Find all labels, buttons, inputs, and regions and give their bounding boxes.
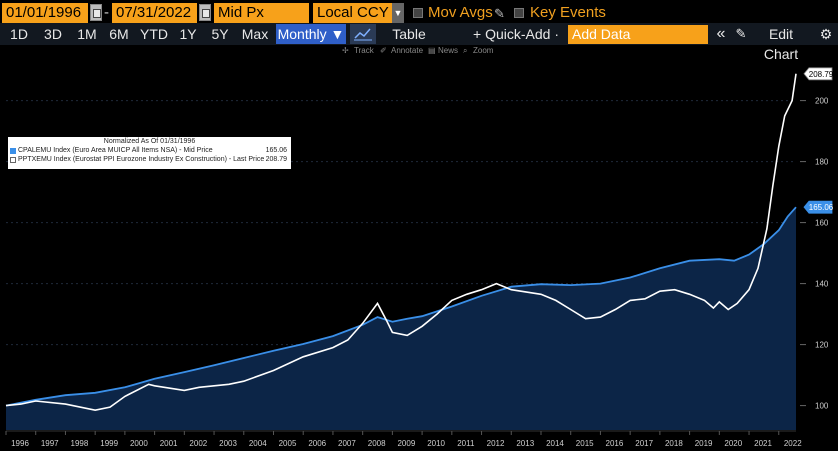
price-chart[interactable]: 100 120 140 160 180 200 1996 1997 1998 1999 2000 2… bbox=[0, 58, 838, 451]
x-tick-label: 2004 bbox=[249, 439, 267, 448]
x-tick-label: 2019 bbox=[695, 439, 713, 448]
settings-gear-icon[interactable]: ⚙ bbox=[819, 26, 833, 42]
legend-item-pptxemu[interactable]: PPTXEMU Index (Eurostat PPI Eurozone Ind… bbox=[8, 156, 291, 165]
x-tick-label: 2003 bbox=[219, 439, 237, 448]
start-date-field[interactable]: 01/01/1996 bbox=[2, 3, 88, 23]
legend-title: Normalized As Of 01/31/1996 bbox=[103, 138, 196, 145]
x-tick-label: 2007 bbox=[338, 439, 356, 448]
last-value-tag bbox=[803, 200, 833, 214]
x-tick-label: 2013 bbox=[516, 439, 534, 448]
news-tool[interactable]: News bbox=[438, 46, 459, 55]
zoom-icon[interactable]: ⌕ bbox=[463, 46, 468, 55]
pptxemu-series-line bbox=[5, 73, 797, 412]
x-tick-label: 2014 bbox=[546, 439, 564, 448]
x-tick-label: 1996 bbox=[11, 439, 29, 448]
period-1m-button[interactable]: 1M bbox=[77, 26, 97, 42]
x-tick-label: 1997 bbox=[41, 439, 59, 448]
last-value-label: 165.06 bbox=[809, 203, 834, 212]
currency-dropdown-icon[interactable]: ▼ bbox=[392, 3, 404, 23]
last-value-tags: 208.79 165.06 bbox=[803, 67, 834, 214]
line-chart-icon bbox=[354, 28, 372, 41]
price-field-select[interactable]: Mid Px bbox=[214, 3, 309, 23]
period-5y-button[interactable]: 5Y bbox=[211, 26, 229, 42]
x-tick-label: 1999 bbox=[100, 439, 118, 448]
legend-item-cpalemu[interactable]: CPALEMU Index (Euro Area MUICP All Items… bbox=[8, 147, 291, 156]
x-tick-label: 2002 bbox=[189, 439, 207, 448]
legend-label: PPTXEMU Index (Eurostat PPI Eurozone Ind… bbox=[18, 156, 265, 163]
line-chart-button[interactable] bbox=[350, 24, 376, 44]
track-tool[interactable]: Track bbox=[354, 46, 374, 55]
date-separator: - bbox=[104, 4, 109, 21]
y-tick-label: 140 bbox=[815, 280, 829, 289]
period-6m-button[interactable]: 6M bbox=[109, 26, 129, 42]
x-tick-label: 2008 bbox=[368, 439, 386, 448]
period-1d-button[interactable]: 1D bbox=[10, 26, 28, 42]
track-icon[interactable]: ✢ bbox=[342, 46, 349, 55]
y-tick-label: 160 bbox=[815, 219, 829, 228]
y-tick-label: 180 bbox=[815, 158, 829, 167]
x-axis: 1996 1997 1998 1999 2000 2001 2002 2003 2004 2005… bbox=[5, 430, 802, 448]
period-3d-button[interactable]: 3D bbox=[44, 26, 62, 42]
top-toolbar: 01/01/1996 - 07/31/2022 Mid Px Local CCY… bbox=[0, 0, 838, 25]
legend-label: CPALEMU Index (Euro Area MUICP All Items… bbox=[18, 147, 213, 154]
collapse-icon[interactable]: « bbox=[716, 25, 726, 42]
y-tick-label: 100 bbox=[815, 402, 829, 411]
mov-avgs-checkbox[interactable] bbox=[413, 8, 423, 18]
start-calendar-icon[interactable] bbox=[90, 4, 102, 21]
legend-value: 165.06 bbox=[265, 147, 287, 154]
frequency-select[interactable]: Monthly ▼ bbox=[276, 24, 346, 44]
x-tick-label: 1998 bbox=[71, 439, 89, 448]
chart-mini-toolbar: ✢ Track ✐ Annotate ▤ News ⌕ Zoom bbox=[0, 45, 838, 57]
chart-legend[interactable]: Normalized As Of 01/31/1996 CPALEMU Inde… bbox=[8, 137, 291, 169]
annotate-tool[interactable]: Annotate bbox=[391, 46, 424, 55]
last-value-label: 208.79 bbox=[809, 70, 834, 79]
x-tick-label: 2011 bbox=[457, 439, 475, 448]
x-tick-label: 2012 bbox=[487, 439, 505, 448]
end-calendar-icon[interactable] bbox=[199, 4, 211, 21]
x-tick-label: 2009 bbox=[397, 439, 415, 448]
x-tick-label: 2016 bbox=[606, 439, 624, 448]
x-tick-label: 2001 bbox=[160, 439, 178, 448]
legend-swatch-cpalemu bbox=[10, 148, 16, 154]
zoom-tool[interactable]: Zoom bbox=[473, 46, 494, 55]
x-tick-label: 2022 bbox=[784, 439, 802, 448]
x-tick-label: 2021 bbox=[754, 439, 772, 448]
news-icon[interactable]: ▤ bbox=[428, 46, 436, 55]
edit-chart-pencil-icon[interactable]: ✎ bbox=[735, 26, 747, 41]
cpalemu-series-line bbox=[5, 206, 797, 407]
edit-chart-button[interactable]: Edit Chart bbox=[763, 26, 799, 62]
y-axis: 100 120 140 160 180 200 bbox=[800, 97, 829, 411]
last-value-tag bbox=[803, 67, 833, 81]
x-tick-label: 2000 bbox=[130, 439, 148, 448]
add-data-input[interactable]: Add Data bbox=[568, 25, 708, 44]
mov-avgs-label[interactable]: Mov Avgs bbox=[428, 4, 493, 21]
x-tick-label: 2020 bbox=[724, 439, 742, 448]
quick-add-button[interactable]: + Quick-Add · bbox=[473, 26, 559, 42]
key-events-label[interactable]: Key Events bbox=[530, 4, 606, 21]
table-button[interactable]: Table bbox=[392, 26, 426, 42]
x-tick-label: 2017 bbox=[635, 439, 653, 448]
currency-select[interactable]: Local CCY bbox=[313, 3, 392, 23]
period-ytd-button[interactable]: YTD bbox=[140, 26, 168, 42]
period-1y-button[interactable]: 1Y bbox=[179, 26, 197, 42]
annotate-icon[interactable]: ✐ bbox=[380, 46, 387, 55]
period-max-button[interactable]: Max bbox=[241, 26, 269, 42]
x-tick-label: 2006 bbox=[308, 439, 326, 448]
x-tick-label: 2015 bbox=[576, 439, 594, 448]
x-tick-label: 2018 bbox=[665, 439, 683, 448]
legend-swatch-pptxemu bbox=[10, 157, 16, 163]
cpalemu-area-fill bbox=[6, 207, 796, 430]
mov-avgs-edit-icon[interactable]: ✎ bbox=[494, 6, 505, 21]
legend-value: 208.79 bbox=[265, 156, 287, 163]
x-tick-label: 2010 bbox=[427, 439, 445, 448]
key-events-checkbox[interactable] bbox=[514, 8, 524, 18]
y-tick-label: 120 bbox=[815, 341, 829, 350]
y-tick-label: 200 bbox=[815, 97, 829, 106]
end-date-field[interactable]: 07/31/2022 bbox=[112, 3, 197, 23]
period-toolbar: 1D 3D 1M 6M YTD 1Y 5Y Max Monthly ▼ Tabl… bbox=[0, 23, 838, 62]
x-tick-label: 2005 bbox=[279, 439, 297, 448]
